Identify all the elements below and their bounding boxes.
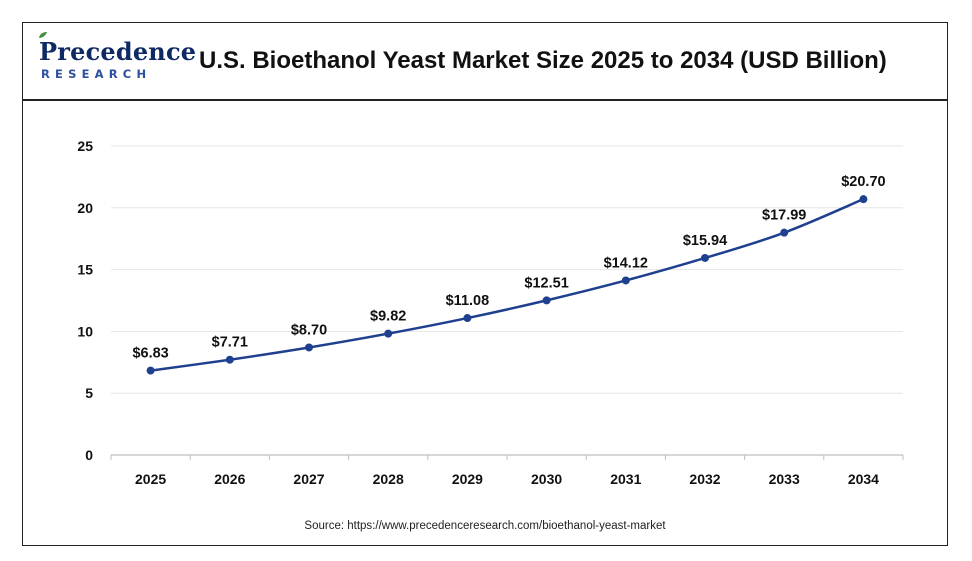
source-note: Source: https://www.precedenceresearch.c… bbox=[304, 520, 666, 532]
data-point bbox=[305, 343, 313, 352]
x-tick-label: 2027 bbox=[293, 471, 324, 487]
data-label: $6.83 bbox=[132, 346, 168, 362]
y-tick-label: 25 bbox=[77, 138, 93, 154]
data-label: $15.94 bbox=[683, 233, 727, 249]
x-tick-label: 2029 bbox=[452, 471, 483, 487]
gridlines bbox=[111, 145, 903, 394]
chart-title: U.S. Bioethanol Yeast Market Size 2025 t… bbox=[199, 47, 887, 74]
data-point bbox=[701, 253, 709, 262]
x-tick-label: 2031 bbox=[610, 471, 641, 487]
y-tick-label: 5 bbox=[85, 385, 93, 401]
x-tick-label: 2032 bbox=[689, 471, 720, 487]
x-tick-label: 2025 bbox=[135, 471, 166, 487]
data-point bbox=[225, 355, 234, 364]
data-label: $17.99 bbox=[762, 208, 806, 224]
data-label: $20.70 bbox=[841, 174, 885, 190]
logo-initial: P bbox=[39, 37, 58, 66]
data-point bbox=[384, 329, 393, 338]
data-label: $8.70 bbox=[291, 322, 327, 338]
y-tick-label: 20 bbox=[77, 200, 93, 216]
data-point bbox=[463, 314, 472, 323]
logo-wordmark-rest: recedence bbox=[57, 37, 197, 66]
chart-frame: Precedence RESEARCH U.S. Bioethanol Yeas… bbox=[22, 22, 948, 546]
x-tick-label: 2030 bbox=[531, 471, 562, 487]
series-line bbox=[146, 195, 868, 375]
x-tick-label: 2034 bbox=[848, 471, 879, 487]
leaf-icon bbox=[39, 32, 47, 38]
data-point bbox=[859, 195, 868, 204]
data-label: $11.08 bbox=[446, 293, 490, 309]
series-line-path bbox=[149, 197, 865, 372]
y-tick-label: 0 bbox=[85, 447, 93, 463]
data-label: $12.51 bbox=[524, 275, 568, 291]
data-labels: $6.83 $7.71 $8.70 $9.82 $11.08 $12.51 $14.12 $1… bbox=[132, 174, 885, 361]
y-tick-label: 10 bbox=[77, 323, 93, 339]
logo-wordmark: Precedence bbox=[39, 37, 196, 66]
x-tick-label: 2028 bbox=[373, 471, 404, 487]
y-tick-label: 15 bbox=[77, 262, 93, 278]
x-tick-label: 2033 bbox=[769, 471, 800, 487]
data-point bbox=[146, 366, 155, 375]
precedence-research-logo: Precedence RESEARCH bbox=[39, 32, 196, 87]
header-bar: Precedence RESEARCH U.S. Bioethanol Yeas… bbox=[23, 23, 947, 101]
data-point bbox=[542, 296, 551, 305]
logo-subtitle: RESEARCH bbox=[41, 67, 152, 81]
x-tick-label: 2026 bbox=[214, 471, 245, 487]
data-label: $7.71 bbox=[212, 335, 248, 351]
data-point bbox=[621, 276, 630, 285]
data-point bbox=[780, 228, 789, 237]
data-label: $14.12 bbox=[604, 255, 648, 271]
data-label: $9.82 bbox=[370, 309, 406, 325]
